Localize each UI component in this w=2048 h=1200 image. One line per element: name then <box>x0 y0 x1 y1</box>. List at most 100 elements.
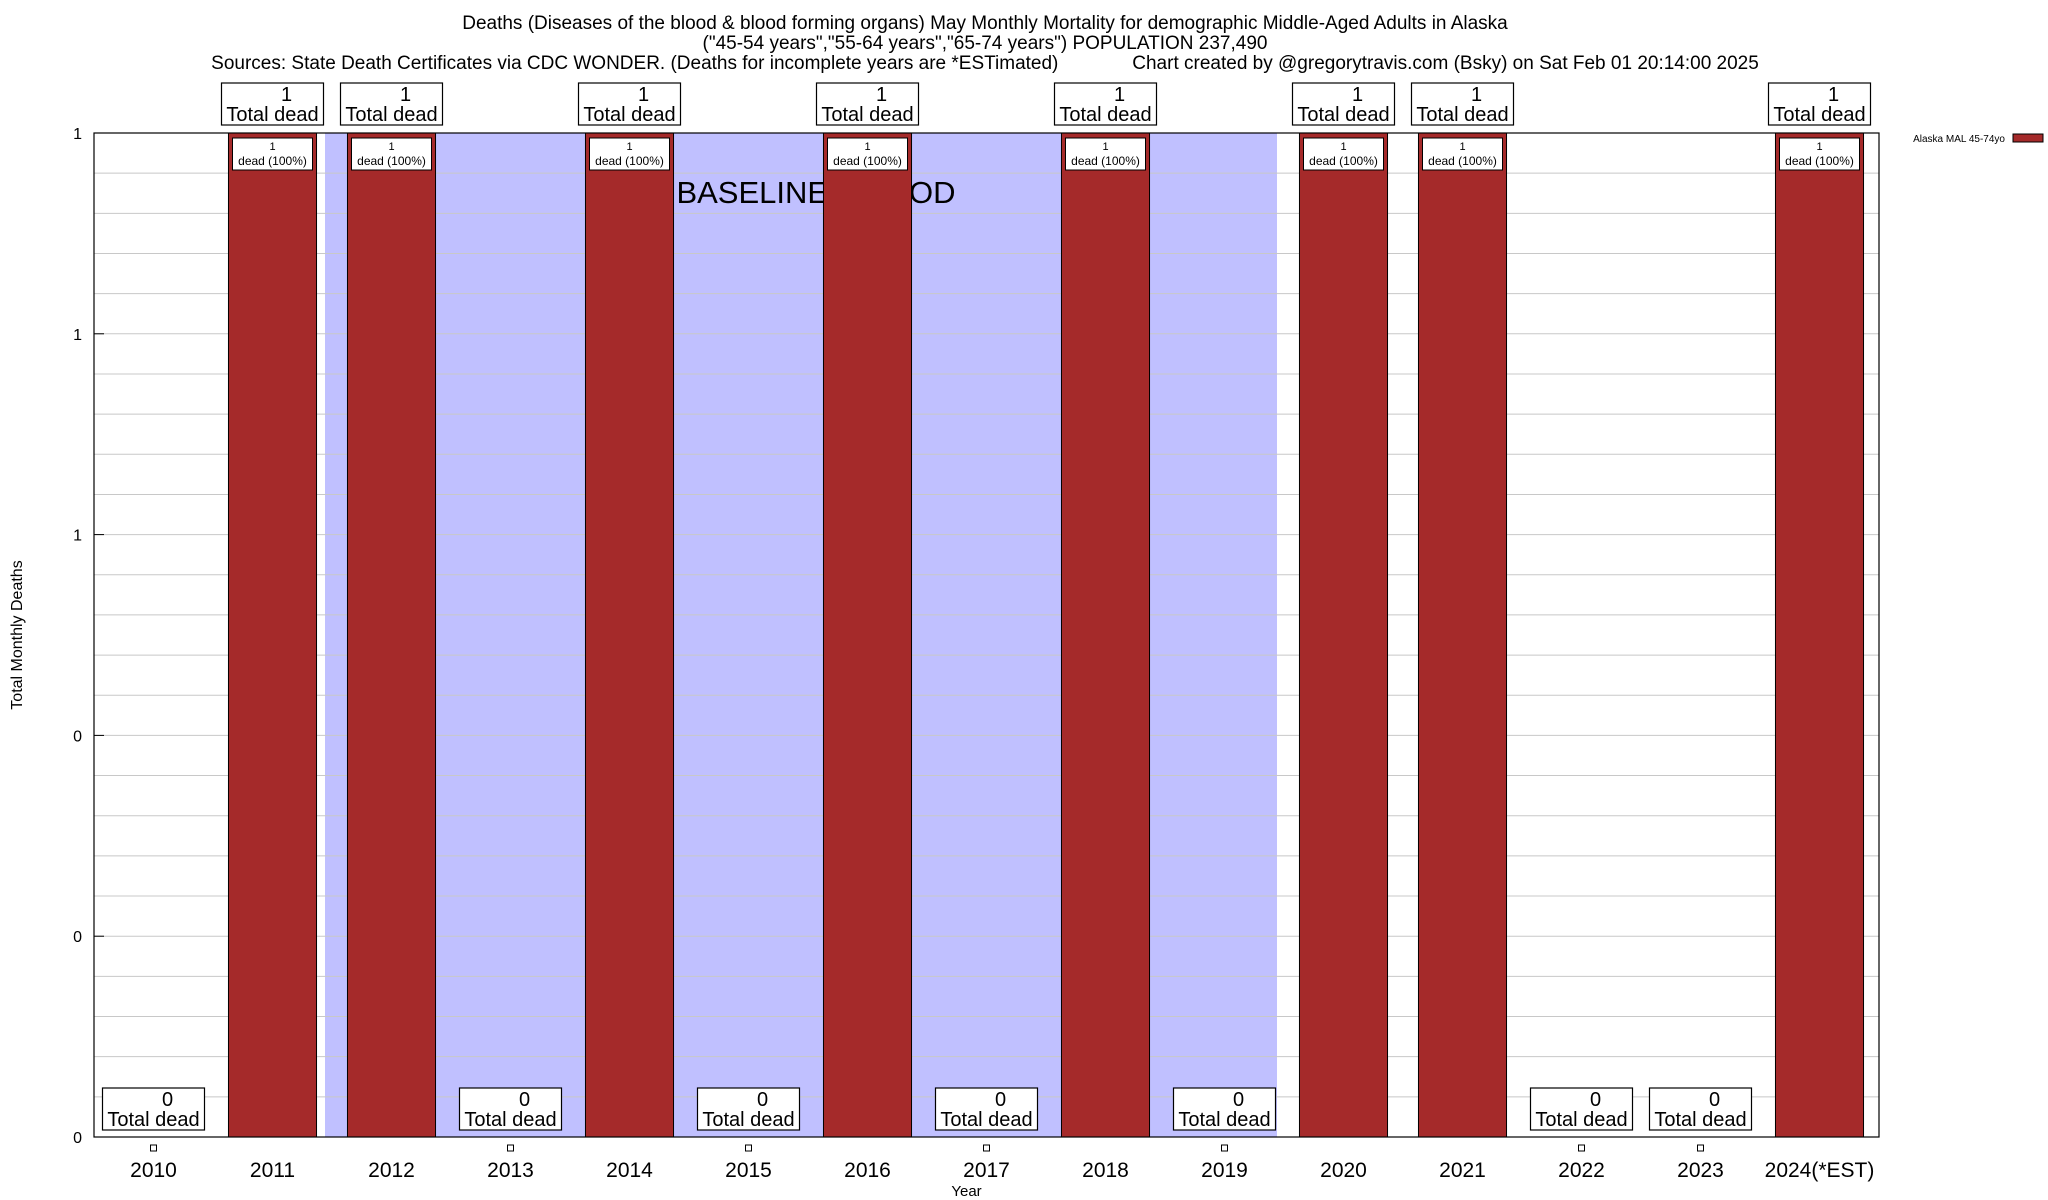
y-tick-label: 0 <box>73 728 82 745</box>
total-dead-count: 0 <box>757 1089 768 1111</box>
total-dead-label: Total dead <box>226 104 318 126</box>
total-dead-label: Total dead <box>583 104 675 126</box>
x-tick-label: 2015 <box>725 1159 772 1182</box>
x-tick-label: 2016 <box>844 1159 891 1182</box>
total-dead-count: 0 <box>162 1089 173 1111</box>
total-dead-box <box>101 1087 206 1131</box>
y-tick-label: 1 <box>73 327 82 344</box>
total-dead-label: Total dead <box>1297 104 1389 126</box>
bar <box>1417 132 1508 1138</box>
bar-label-box <box>232 137 313 171</box>
bar-label-box <box>1779 137 1860 171</box>
baseline-period-label: BASELINE PERIOD <box>676 175 955 210</box>
total-dead-count: 1 <box>638 84 649 106</box>
bar-label-box <box>351 137 432 171</box>
bar-label-percent: dead (100%) <box>357 154 426 168</box>
total-dead-label: Total dead <box>1416 104 1508 126</box>
total-dead-count: 1 <box>1828 84 1839 106</box>
x-tick-label: 2010 <box>130 1159 177 1182</box>
bar-label-percent: dead (100%) <box>1309 154 1378 168</box>
total-dead-label: Total dead <box>821 104 913 126</box>
bar <box>1298 132 1389 1138</box>
bar-label-box <box>1303 137 1384 171</box>
bar <box>584 132 675 1138</box>
total-dead-box <box>1410 82 1515 126</box>
bar-label-count: 1 <box>269 141 275 153</box>
x-tick-label: 2021 <box>1439 1159 1486 1182</box>
bar-label-percent: dead (100%) <box>833 154 902 168</box>
chart-subtitle: ("45-54 years","55-64 years","65-74 year… <box>702 33 1268 54</box>
total-dead-label: Total dead <box>107 1109 199 1131</box>
x-tick-label: 2019 <box>1201 1159 1248 1182</box>
bar-label-count: 1 <box>388 141 394 153</box>
bar <box>1060 132 1151 1138</box>
x-tick-label: 2012 <box>368 1159 415 1182</box>
total-dead-count: 0 <box>519 1089 530 1111</box>
total-dead-count: 1 <box>281 84 292 106</box>
total-dead-count: 0 <box>1233 1089 1244 1111</box>
total-dead-box <box>815 82 920 126</box>
total-dead-count: 1 <box>1114 84 1125 106</box>
total-dead-count: 1 <box>1352 84 1363 106</box>
total-dead-count: 0 <box>1709 1089 1720 1111</box>
bar <box>822 132 913 1138</box>
total-dead-label: Total dead <box>345 104 437 126</box>
total-dead-label: Total dead <box>940 1109 1032 1131</box>
total-dead-box <box>1529 1087 1634 1131</box>
bar-label-box <box>589 137 670 171</box>
total-dead-box <box>458 1087 563 1131</box>
total-dead-count: 0 <box>995 1089 1006 1111</box>
x-tick-label: 2018 <box>1082 1159 1129 1182</box>
plot-border <box>93 132 1880 1138</box>
bar-label-box <box>1422 137 1503 171</box>
total-dead-label: Total dead <box>1059 104 1151 126</box>
x-tick-label: 2023 <box>1677 1159 1724 1182</box>
bar-label-count: 1 <box>626 141 632 153</box>
total-dead-label: Total dead <box>464 1109 556 1131</box>
bar-label-percent: dead (100%) <box>238 154 307 168</box>
bar <box>227 132 318 1138</box>
x-tick-label: 2022 <box>1558 1159 1605 1182</box>
total-dead-label: Total dead <box>702 1109 794 1131</box>
bar-label-box <box>827 137 908 171</box>
zero-marker <box>150 1144 157 1152</box>
y-tick-label: 0 <box>73 929 82 946</box>
bar-label-percent: dead (100%) <box>1785 154 1854 168</box>
total-dead-box <box>696 1087 801 1131</box>
total-dead-label: Total dead <box>1178 1109 1270 1131</box>
x-tick-label: 2011 <box>250 1159 295 1182</box>
zero-marker <box>745 1144 752 1152</box>
bar-label-count: 1 <box>1102 141 1108 153</box>
total-dead-box <box>339 82 444 126</box>
total-dead-box <box>1767 82 1872 126</box>
bar-label-percent: dead (100%) <box>595 154 664 168</box>
total-dead-count: 0 <box>1590 1089 1601 1111</box>
x-tick-label: 2024(*EST) <box>1765 1159 1875 1182</box>
zero-marker <box>983 1144 990 1152</box>
total-dead-box <box>1053 82 1158 126</box>
total-dead-box <box>1648 1087 1753 1131</box>
legend-swatch <box>2012 133 2044 143</box>
x-tick-label: 2020 <box>1320 1159 1367 1182</box>
y-tick-label: 1 <box>73 126 82 143</box>
bar-label-box <box>1065 137 1146 171</box>
zero-marker <box>1578 1144 1585 1152</box>
total-dead-label: Total dead <box>1535 1109 1627 1131</box>
chart-source-line: Sources: State Death Certificates via CD… <box>211 53 1759 74</box>
legend-label: Alaska MAL 45-74yo <box>1913 134 2005 145</box>
total-dead-count: 1 <box>876 84 887 106</box>
y-axis-label: Total Monthly Deaths <box>9 560 26 709</box>
bar-label-count: 1 <box>864 141 870 153</box>
zero-marker <box>507 1144 514 1152</box>
bar <box>346 132 437 1138</box>
total-dead-count: 1 <box>400 84 411 106</box>
total-dead-box <box>934 1087 1039 1131</box>
bar-label-percent: dead (100%) <box>1071 154 1140 168</box>
bar-label-count: 1 <box>1459 141 1465 153</box>
bar-label-percent: dead (100%) <box>1428 154 1497 168</box>
total-dead-box <box>1291 82 1396 126</box>
x-tick-label: 2017 <box>963 1159 1010 1182</box>
chart-title: Deaths (Diseases of the blood & blood fo… <box>462 13 1508 34</box>
y-tick-label: 1 <box>73 528 82 545</box>
